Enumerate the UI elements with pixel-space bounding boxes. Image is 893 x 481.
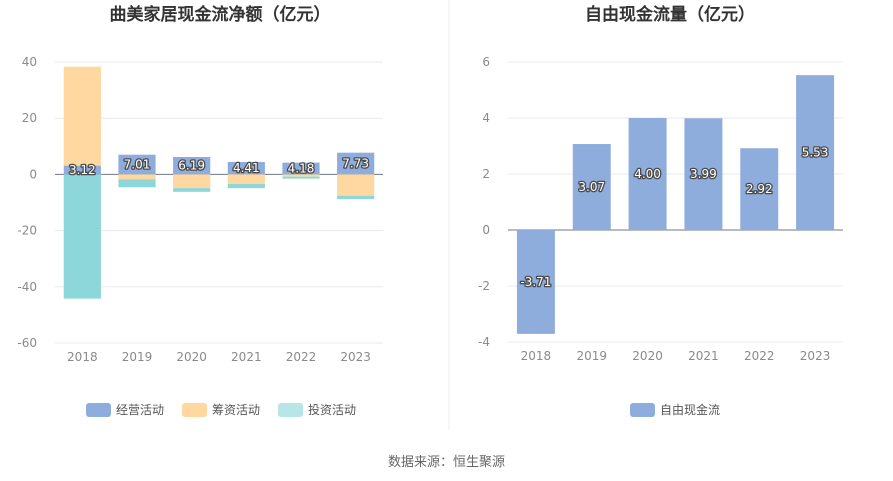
y-tick-label: 2 [482,167,490,181]
right-chart-data-labels: -3.71 3.07 4.00 3.99 2.92 5.53 [519,144,830,290]
right-chart-title: 自由现金流量（亿元） [585,4,755,25]
left-chart-title: 曲美家居现金流净额（亿元） [110,4,331,25]
data-label: 5.53 [802,146,829,160]
y-tick-label: 20 [22,111,37,125]
right-chart-legend[interactable]: 自由现金流 [630,402,720,417]
x-tick-label: 2020 [632,349,663,363]
bar-2020-自由现金流[interactable] [628,118,667,230]
left-chart-bars [63,66,375,299]
right-chart-x-axis: 2018 2019 2020 2021 2022 2023 [521,349,831,363]
y-tick-label: 40 [22,55,37,69]
bar-2021-经营活动[interactable] [227,162,265,175]
legend-swatch [278,403,303,417]
y-tick-label: -2 [478,279,490,293]
y-tick-label: 0 [482,223,490,237]
data-label: 6.19 [178,159,205,173]
x-tick-label: 2021 [688,349,719,363]
bar-2020-筹资活动[interactable] [173,174,211,189]
legend-label: 投资活动 [308,402,356,417]
bar-2021-投资活动[interactable] [227,183,265,189]
bar-2022-筹资活动[interactable] [282,174,320,177]
left-chart-x-axis: 2018 2019 2020 2021 2022 2023 [67,350,371,364]
x-tick-label: 2023 [800,349,831,363]
data-label: 3.07 [578,180,605,194]
bar-2021-筹资活动[interactable] [227,174,265,184]
legend-swatch [630,403,655,417]
bar-2019-筹资活动[interactable] [118,174,156,180]
bar-2019-自由现金流[interactable] [572,144,611,230]
y-tick-label: -20 [17,224,37,238]
y-tick-label: -40 [17,280,37,294]
x-tick-label: 2018 [67,350,98,364]
left-chart-grid [55,61,383,344]
bar-2018-筹资活动[interactable] [63,66,101,166]
bar-2020-经营活动[interactable] [173,157,211,175]
data-label: 4.00 [634,167,661,181]
x-tick-label: 2019 [576,349,607,363]
data-label: 2.92 [746,182,773,196]
data-source-note: 数据来源：恒生聚源 [387,455,505,470]
left-chart-y-axis: -60 -40 -20 0 20 40 [17,55,37,350]
right-chart-grid [508,61,843,343]
legend-label: 经营活动 [116,403,164,417]
left-chart-data-labels: 3.12 7.01 6.19 4.41 4.18 7.73 [68,155,371,178]
bar-2018-经营活动[interactable] [63,165,101,175]
legend-label: 自由现金流 [660,402,720,417]
bar-2020-投资活动[interactable] [173,188,211,192]
x-tick-label: 2018 [521,349,552,363]
data-label: 3.12 [69,163,96,177]
legend-swatch [86,403,111,417]
data-label: 3.99 [690,167,717,181]
data-label: 4.41 [233,161,260,175]
left-chart-legend[interactable]: 经营活动 筹资活动 投资活动 [86,402,356,417]
x-tick-label: 2019 [122,350,153,364]
y-tick-label: -60 [17,336,37,350]
x-tick-label: 2022 [744,349,775,363]
bar-2019-经营活动[interactable] [118,154,156,175]
x-tick-label: 2021 [231,350,262,364]
x-tick-label: 2022 [286,350,317,364]
y-tick-label: 4 [482,111,490,125]
right-chart-bars [516,75,835,334]
bar-2022-投资活动[interactable] [282,176,320,179]
y-tick-label: 6 [482,55,490,69]
data-label: 7.73 [342,157,369,171]
bar-2023-自由现金流[interactable] [796,75,835,230]
bar-2022-自由现金流[interactable] [740,148,779,230]
bar-2019-投资活动[interactable] [118,179,156,188]
bar-2018-自由现金流[interactable] [516,230,555,334]
legend-swatch [182,403,207,417]
bar-2023-筹资活动[interactable] [337,174,375,196]
right-chart-y-axis: -4 -2 0 2 4 6 [478,55,490,349]
bar-2023-投资活动[interactable] [337,195,375,200]
x-tick-label: 2020 [176,350,207,364]
data-label: -3.71 [520,275,551,289]
x-tick-label: 2023 [340,350,371,364]
bar-2021-自由现金流[interactable] [684,118,723,230]
data-label: 4.18 [288,162,315,176]
y-tick-label: -4 [478,335,490,349]
y-tick-label: 0 [29,167,37,181]
data-label: 7.01 [124,158,151,172]
bar-2023-经营活动[interactable] [337,152,375,175]
bar-2018-投资活动[interactable] [63,174,101,299]
legend-label: 筹资活动 [212,403,260,417]
bar-2022-经营活动[interactable] [282,162,320,175]
